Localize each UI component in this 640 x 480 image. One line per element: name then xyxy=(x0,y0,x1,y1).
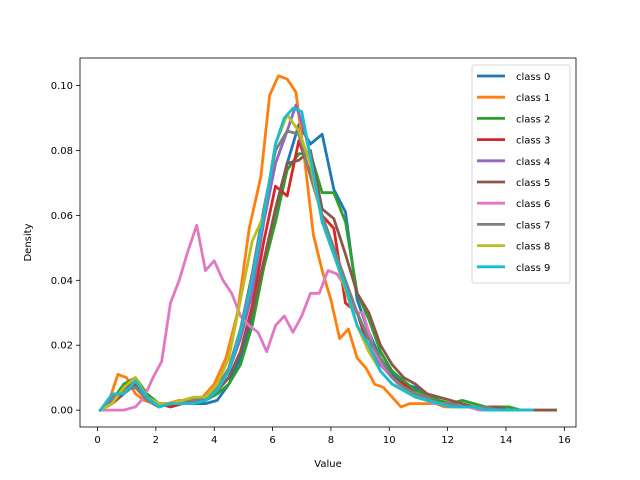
series-layer xyxy=(98,74,557,413)
x-axis: 0 2 4 6 8 10 12 14 16 xyxy=(94,427,571,446)
series-line-9 xyxy=(98,106,534,413)
legend-label-3: class 3 xyxy=(516,136,550,147)
legend-label-2: class 2 xyxy=(516,114,550,125)
x-tick-label: 2 xyxy=(153,435,159,446)
x-tick-label: 6 xyxy=(269,435,275,446)
y-tick-label: 0.00 xyxy=(51,406,73,417)
legend-label-4: class 4 xyxy=(516,157,550,168)
legend-label-7: class 7 xyxy=(516,220,550,231)
y-axis: 0.00 0.02 0.04 0.06 0.08 0.10 xyxy=(51,81,80,417)
x-tick-label: 0 xyxy=(94,435,100,446)
x-tick-label: 10 xyxy=(383,435,396,446)
x-tick-label: 12 xyxy=(441,435,454,446)
y-axis-label: Density xyxy=(23,223,34,261)
y-tick-label: 0.02 xyxy=(51,341,73,352)
legend-label-5: class 5 xyxy=(516,178,550,189)
legend-label-9: class 9 xyxy=(516,263,550,274)
legend: class 0 class 1 class 2 class 3 class 4 class… xyxy=(471,64,571,284)
x-tick-label: 16 xyxy=(558,435,571,446)
legend-label-6: class 6 xyxy=(516,199,550,210)
y-tick-label: 0.06 xyxy=(51,211,73,222)
y-tick-label: 0.04 xyxy=(51,276,73,287)
x-tick-label: 8 xyxy=(328,435,334,446)
x-axis-label: Value xyxy=(314,459,341,470)
legend-label-8: class 8 xyxy=(516,242,550,253)
y-tick-label: 0.10 xyxy=(51,81,73,92)
plot-frame xyxy=(79,57,577,428)
x-tick-label: 4 xyxy=(211,435,217,446)
y-tick-label: 0.08 xyxy=(51,146,73,157)
x-tick-label: 14 xyxy=(500,435,513,446)
legend-label-0: class 0 xyxy=(516,72,550,83)
legend-label-1: class 1 xyxy=(516,93,550,104)
